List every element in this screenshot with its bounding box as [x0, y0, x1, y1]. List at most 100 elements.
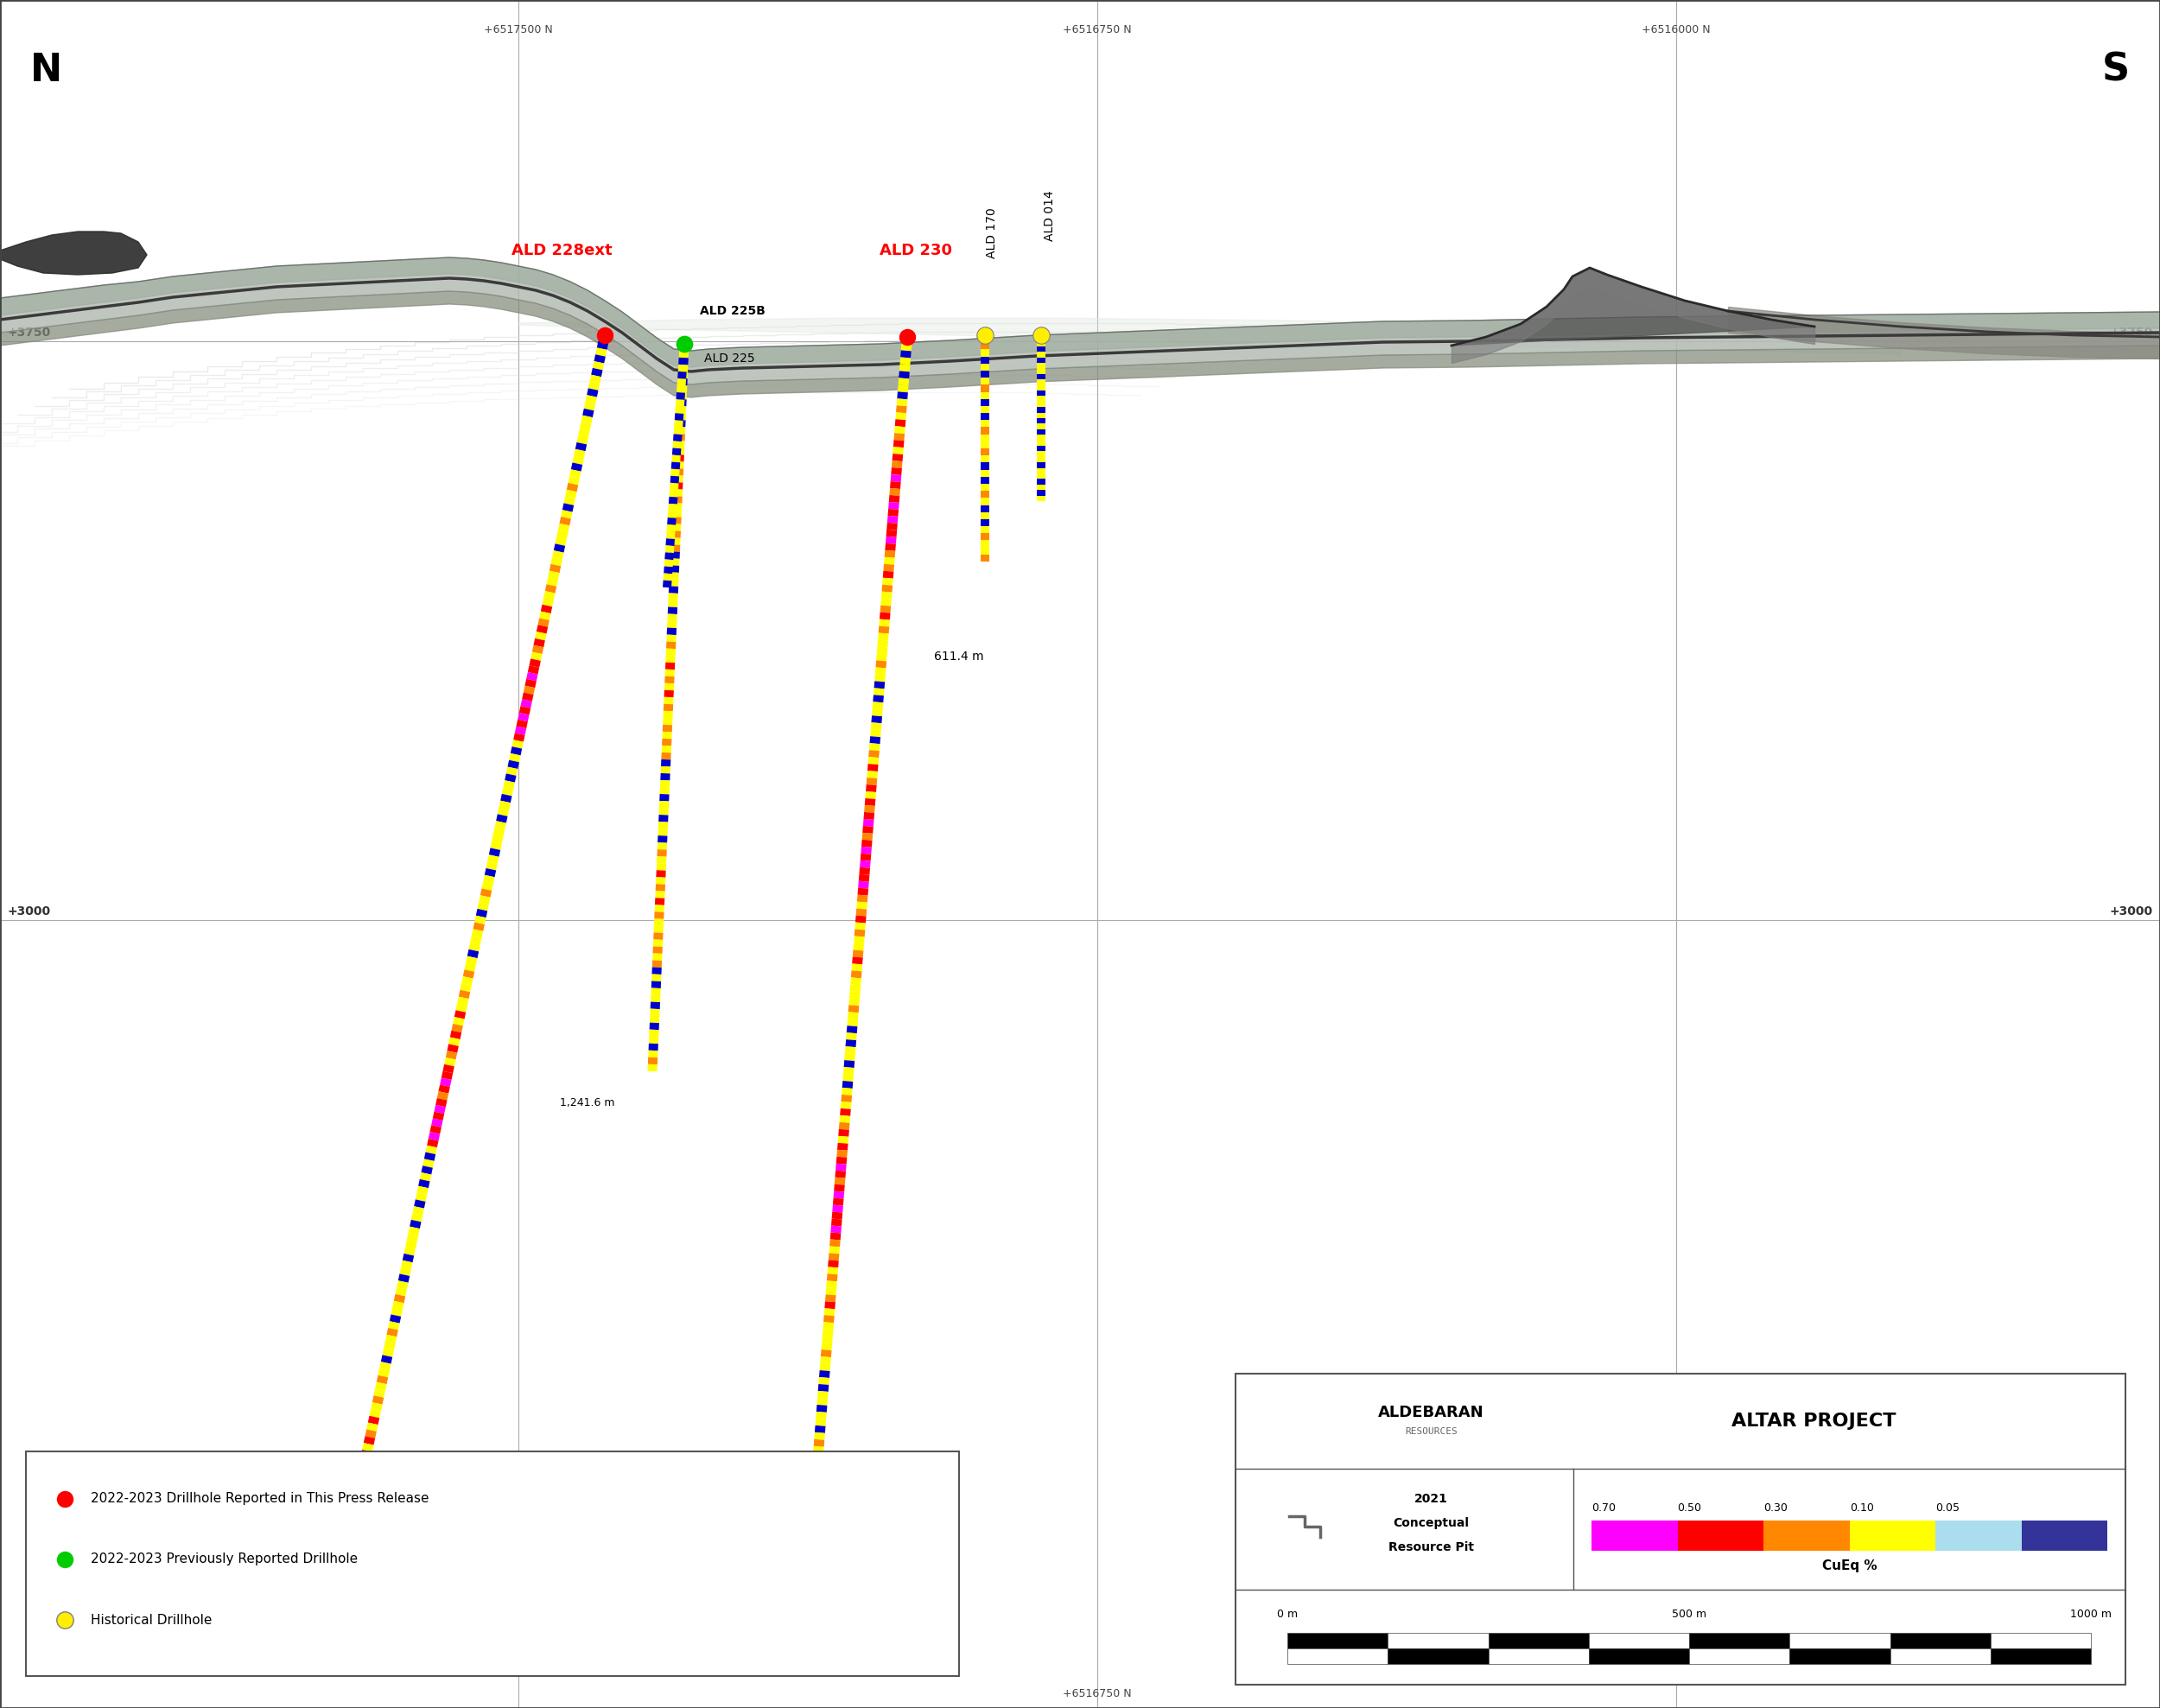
- Polygon shape: [665, 670, 674, 676]
- Text: 0.70: 0.70: [1592, 1503, 1616, 1513]
- Polygon shape: [598, 335, 609, 343]
- Polygon shape: [378, 1368, 389, 1377]
- Text: 611.4 m: 611.4 m: [933, 651, 985, 663]
- Polygon shape: [1037, 485, 1045, 490]
- Polygon shape: [860, 868, 870, 874]
- Polygon shape: [825, 1288, 836, 1295]
- Polygon shape: [588, 381, 600, 391]
- Polygon shape: [663, 724, 672, 733]
- Polygon shape: [665, 642, 676, 649]
- Polygon shape: [449, 1030, 462, 1040]
- Polygon shape: [374, 1389, 384, 1397]
- Polygon shape: [845, 1054, 855, 1061]
- Polygon shape: [810, 1481, 821, 1488]
- Polygon shape: [832, 1218, 842, 1226]
- Polygon shape: [657, 869, 665, 878]
- Polygon shape: [827, 1274, 838, 1281]
- Polygon shape: [475, 909, 488, 917]
- Polygon shape: [501, 787, 514, 796]
- Polygon shape: [883, 564, 894, 572]
- Polygon shape: [454, 1009, 467, 1020]
- Polygon shape: [516, 719, 527, 728]
- Polygon shape: [566, 483, 579, 492]
- Polygon shape: [901, 357, 912, 366]
- Polygon shape: [369, 1409, 380, 1418]
- Polygon shape: [467, 950, 480, 958]
- Bar: [1287, 1633, 1389, 1648]
- Text: Resource Pit: Resource Pit: [1389, 1541, 1473, 1553]
- Polygon shape: [1037, 335, 1045, 340]
- Polygon shape: [367, 1423, 378, 1431]
- Polygon shape: [1037, 340, 1045, 347]
- Polygon shape: [1037, 418, 1045, 424]
- Polygon shape: [672, 502, 683, 511]
- Polygon shape: [899, 364, 909, 372]
- Polygon shape: [836, 1149, 847, 1158]
- Polygon shape: [816, 1404, 827, 1413]
- Polygon shape: [840, 1108, 851, 1115]
- Polygon shape: [981, 364, 989, 371]
- Text: +3750: +3750: [2110, 326, 2154, 338]
- Polygon shape: [879, 611, 890, 620]
- Polygon shape: [981, 449, 989, 456]
- Polygon shape: [408, 1226, 419, 1235]
- Polygon shape: [387, 1327, 397, 1337]
- Polygon shape: [877, 634, 888, 640]
- Polygon shape: [888, 502, 899, 509]
- Polygon shape: [460, 984, 471, 992]
- Polygon shape: [557, 529, 568, 540]
- Polygon shape: [829, 1233, 840, 1240]
- Polygon shape: [851, 977, 862, 986]
- Polygon shape: [393, 1301, 404, 1310]
- Polygon shape: [410, 1220, 421, 1228]
- Polygon shape: [888, 516, 899, 523]
- Polygon shape: [981, 547, 989, 555]
- Polygon shape: [678, 350, 689, 359]
- Polygon shape: [981, 540, 989, 547]
- Polygon shape: [346, 1517, 359, 1527]
- Polygon shape: [875, 675, 886, 681]
- Polygon shape: [490, 840, 501, 851]
- Polygon shape: [359, 1464, 369, 1472]
- Polygon shape: [866, 777, 877, 786]
- Polygon shape: [663, 567, 672, 574]
- Polygon shape: [853, 950, 864, 958]
- Polygon shape: [678, 350, 689, 359]
- Polygon shape: [536, 632, 546, 640]
- Polygon shape: [896, 405, 907, 413]
- Polygon shape: [523, 685, 536, 695]
- Polygon shape: [832, 1226, 842, 1233]
- Polygon shape: [471, 929, 484, 938]
- Polygon shape: [678, 386, 687, 393]
- Polygon shape: [981, 400, 989, 407]
- Polygon shape: [672, 511, 683, 518]
- Polygon shape: [847, 1027, 858, 1033]
- Polygon shape: [866, 791, 877, 799]
- Polygon shape: [659, 828, 667, 835]
- Polygon shape: [875, 668, 886, 675]
- Polygon shape: [838, 1136, 849, 1144]
- Polygon shape: [676, 413, 687, 420]
- Polygon shape: [592, 360, 605, 371]
- Polygon shape: [879, 625, 890, 634]
- Bar: [1849, 1520, 1935, 1551]
- Polygon shape: [665, 683, 674, 690]
- Polygon shape: [674, 441, 685, 447]
- Polygon shape: [892, 447, 903, 454]
- Polygon shape: [860, 874, 870, 881]
- Polygon shape: [499, 801, 510, 810]
- Polygon shape: [875, 661, 886, 668]
- Polygon shape: [650, 1030, 659, 1037]
- Polygon shape: [672, 495, 683, 504]
- Polygon shape: [892, 454, 903, 461]
- Polygon shape: [384, 1341, 395, 1351]
- Polygon shape: [678, 377, 687, 386]
- Polygon shape: [670, 586, 678, 593]
- Polygon shape: [855, 909, 866, 915]
- Polygon shape: [842, 1081, 853, 1088]
- Polygon shape: [808, 1501, 819, 1508]
- Polygon shape: [864, 804, 875, 813]
- Text: 1,347.2 m: 1,347.2 m: [793, 1554, 849, 1566]
- Polygon shape: [886, 536, 896, 545]
- Polygon shape: [849, 991, 860, 999]
